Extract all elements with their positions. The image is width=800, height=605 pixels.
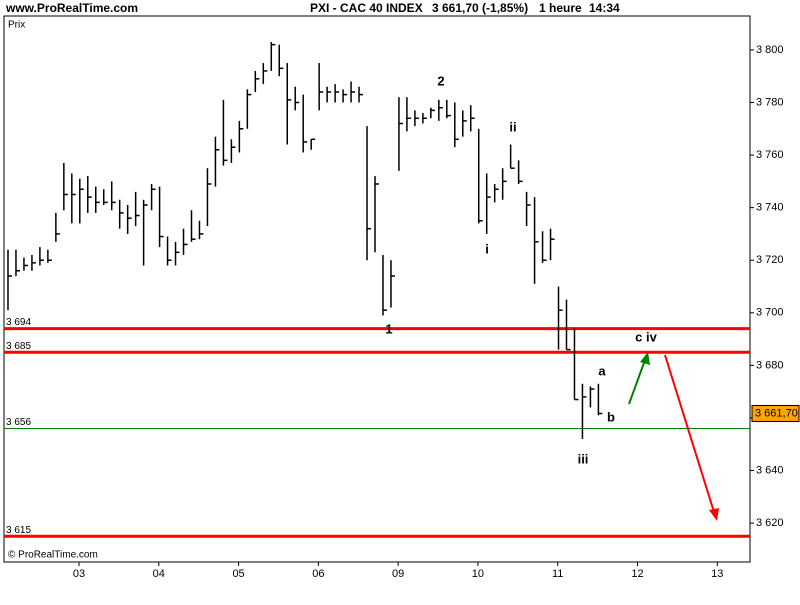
x-tick-label: 13 bbox=[711, 568, 723, 580]
wave-label: ii bbox=[509, 119, 516, 134]
time: 14:34 bbox=[589, 1, 620, 15]
y-tick-label: 3 640 bbox=[756, 464, 784, 476]
x-tick-label: 04 bbox=[153, 568, 165, 580]
x-tick-label: 06 bbox=[312, 568, 324, 580]
x-tick-label: 10 bbox=[472, 568, 484, 580]
wave-label: b bbox=[607, 409, 615, 424]
arrow-down bbox=[664, 354, 715, 513]
site: www.ProRealTime.com bbox=[5, 1, 138, 15]
y-label: Prix bbox=[8, 20, 25, 31]
wave-label: 2 bbox=[437, 73, 444, 88]
arrow-up bbox=[628, 359, 646, 405]
last-price-label: 3 661,70 bbox=[755, 407, 798, 419]
chart-title: PXI - CAC 40 INDEX bbox=[310, 1, 423, 15]
y-tick-label: 3 800 bbox=[756, 44, 784, 56]
wave-label: iii bbox=[578, 451, 589, 466]
arrow-down-head bbox=[709, 508, 719, 521]
x-tick-label: 09 bbox=[392, 568, 404, 580]
interval: 1 heure bbox=[539, 1, 582, 15]
y-tick-label: 3 700 bbox=[756, 307, 784, 319]
arrow-up-head bbox=[640, 352, 650, 365]
y-tick-label: 3 720 bbox=[756, 254, 784, 266]
x-tick-label: 05 bbox=[232, 568, 244, 580]
y-tick-label: 3 780 bbox=[756, 96, 784, 108]
x-tick-label: 12 bbox=[631, 568, 643, 580]
wave-label: i bbox=[485, 241, 489, 256]
x-tick-label: 11 bbox=[552, 568, 563, 580]
level-label: 3 656 bbox=[6, 417, 31, 428]
price-text: 3 661,70 (-1,85%) bbox=[432, 1, 528, 15]
level-label: 3 685 bbox=[6, 341, 31, 352]
level-label: 3 615 bbox=[6, 525, 31, 536]
plot-frame bbox=[3, 15, 751, 563]
last-price-box bbox=[751, 404, 800, 422]
wave-label: a bbox=[598, 363, 606, 378]
wave-label: c iv bbox=[635, 329, 657, 344]
y-tick-label: 3 760 bbox=[756, 149, 784, 161]
y-tick-label: 3 620 bbox=[756, 517, 784, 529]
y-tick-label: 3 740 bbox=[756, 202, 784, 214]
copyright: © ProRealTime.com bbox=[8, 550, 98, 561]
level-label: 3 694 bbox=[6, 317, 31, 328]
x-tick-label: 03 bbox=[73, 568, 85, 580]
y-tick-label: 3 680 bbox=[756, 359, 784, 371]
wave-label: 1 bbox=[385, 321, 392, 336]
